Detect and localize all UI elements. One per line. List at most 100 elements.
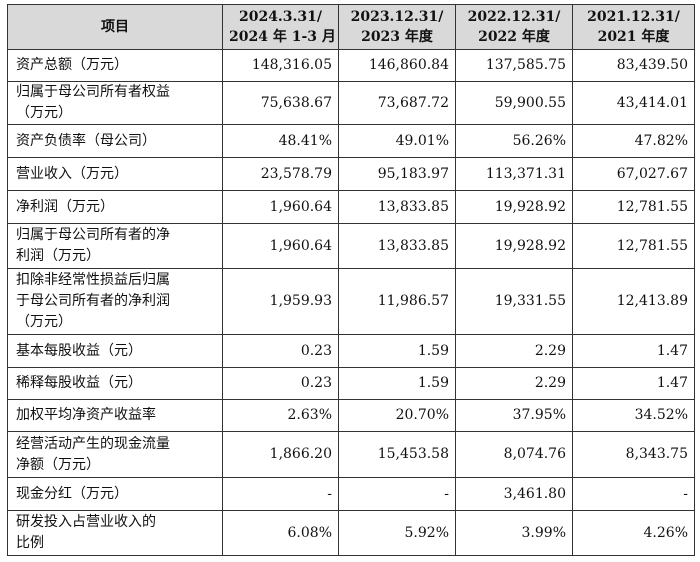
value-cell: 67,027.67 xyxy=(572,157,695,191)
value-cell: 11,986.57 xyxy=(338,268,456,335)
label-cell: 净利润（万元） xyxy=(7,190,223,224)
value-cell: 49.01% xyxy=(338,124,456,158)
cell-line: 2022 年度 xyxy=(478,29,550,45)
value-cell: 34.52% xyxy=(572,399,695,432)
value-cell: 19,928.92 xyxy=(455,223,573,269)
table-row: 资产总额（万元） 148,316.05 146,860.84 137,585.75 83… xyxy=(7,49,695,82)
header-cell: 2024.3.31/2024 年 1-3 月 xyxy=(222,4,339,50)
cell-line: 归属于母公司所有者的净 xyxy=(16,227,170,243)
header-cell: 项目 xyxy=(7,4,223,50)
cell-line: 2022.12.31/ xyxy=(467,9,561,25)
label-cell: 营业收入（万元） xyxy=(7,157,223,191)
value-cell: 6.08% xyxy=(222,510,339,556)
cell-line: 净利润（万元） xyxy=(16,198,114,215)
value-cell: 3,461.80 xyxy=(455,477,573,511)
label-cell: 扣除非经常性损益后归属 于母公司所有者的净利润 （万元） xyxy=(7,268,223,335)
value-cell: 56.26% xyxy=(455,124,573,158)
table-row: 归属于母公司所有者权益 （万元） 75,638.67 73,687.72 59,900.… xyxy=(7,81,695,125)
cell-line: 于母公司所有者的净利润 xyxy=(16,293,170,309)
table-row: 营业收入（万元） 23,578.79 95,183.97 113,371.31 67,0… xyxy=(7,157,695,191)
value-cell: 1.59 xyxy=(338,367,456,400)
value-cell: 75,638.67 xyxy=(222,81,339,125)
table-row: 现金分红（万元） - -3,461.80- xyxy=(7,477,695,511)
value-cell: 12,781.55 xyxy=(572,223,695,269)
value-cell: 20.70% xyxy=(338,399,456,432)
cell-line: （万元） xyxy=(16,314,72,330)
table-row: 净利润（万元） 1,960.64 13,833.85 19,928.92 12,781.… xyxy=(7,190,695,224)
cell-line: 扣除非经常性损益后归属 xyxy=(16,272,170,288)
header-cell: 2023.12.31/2023 年度 xyxy=(338,4,456,50)
label-cell: 归属于母公司所有者权益 （万元） xyxy=(7,81,223,125)
header-cell: 2021.12.31/2021 年度 xyxy=(572,4,695,50)
value-cell: 47.82% xyxy=(572,124,695,158)
table-body: 资产总额（万元） 148,316.05 146,860.84 137,585.75 83… xyxy=(7,49,695,556)
value-cell: 19,928.92 xyxy=(455,190,573,224)
value-cell: 5.92% xyxy=(338,510,456,556)
table-row: 归属于母公司所有者的净 利润（万元） 1,960.64 13,833.85 19,928… xyxy=(7,223,695,269)
value-cell: 19,331.55 xyxy=(455,268,573,335)
value-cell: 1.47 xyxy=(572,334,695,368)
cell-line: 资产总额（万元） xyxy=(16,57,128,73)
label-cell: 现金分红（万元） xyxy=(7,477,223,511)
value-cell: 0.23 xyxy=(222,334,339,368)
value-cell: 146,860.84 xyxy=(338,49,456,82)
cell-line: 归属于母公司所有者权益 xyxy=(16,84,170,100)
value-cell: 1,960.64 xyxy=(222,223,339,269)
cell-line: （万元） xyxy=(16,105,72,121)
label-cell: 资产总额（万元） xyxy=(7,49,223,82)
cell-line: 营业收入（万元） xyxy=(16,165,128,182)
table-row: 研发投入占营业收入的 比例 6.08% 5.92% 3.99% 4.26% xyxy=(7,510,695,556)
table-row: 基本每股收益（元） 0.23 1.59 2.29 1.47 xyxy=(7,334,695,368)
table-row: 稀释每股收益（元） 0.23 1.59 2.29 1.47 xyxy=(7,367,695,400)
label-cell: 加权平均净资产收益率 xyxy=(7,399,223,432)
cell-line: 加权平均净资产收益率 xyxy=(16,407,156,423)
label-cell: 稀释每股收益（元） xyxy=(7,367,223,400)
value-cell: 1.47 xyxy=(572,367,695,400)
cell-line: 2021.12.31/ xyxy=(587,9,680,25)
cell-line: 2023.12.31/ xyxy=(350,9,444,25)
table-row: 资产负债率（母公司） 48.41% 49.01% 56.26% 47.82% xyxy=(7,124,695,158)
cell-line: 净额（万元） xyxy=(16,456,100,473)
label-cell: 经营活动产生的现金流量 净额（万元） xyxy=(7,431,223,478)
value-cell: 3.99% xyxy=(455,510,573,556)
label-cell: 基本每股收益（元） xyxy=(7,334,223,368)
value-cell: 43,414.01 xyxy=(572,81,695,125)
value-cell: 2.29 xyxy=(455,334,573,368)
value-cell: 59,900.55 xyxy=(455,81,573,125)
value-cell: 48.41% xyxy=(222,124,339,158)
value-cell: 113,371.31 xyxy=(455,157,573,191)
value-cell: 1,866.20 xyxy=(222,431,339,478)
value-cell: 8,343.75 xyxy=(572,431,695,478)
value-cell: 12,781.55 xyxy=(572,190,695,224)
cell-line: 2023 年度 xyxy=(361,29,433,45)
data-table: 项目 2024.3.31/2024 年 1-3 月 2023.12.31/2023 … xyxy=(7,4,695,556)
cell-line: 利润（万元） xyxy=(16,248,100,264)
value-cell: 137,585.75 xyxy=(455,49,573,82)
value-cell: 2.29 xyxy=(455,367,573,400)
label-cell: 归属于母公司所有者的净 利润（万元） xyxy=(7,223,223,269)
value-cell: 12,413.89 xyxy=(572,268,695,335)
cell-line: 稀释每股收益（元） xyxy=(16,375,142,391)
value-cell: 15,453.58 xyxy=(338,431,456,478)
cell-line: 经营活动产生的现金流量 xyxy=(16,435,170,452)
cell-line: 比例 xyxy=(16,535,44,551)
cell-line: 2024 年 1-3 月 xyxy=(229,29,336,45)
value-cell: 95,183.97 xyxy=(338,157,456,191)
value-cell: 73,687.72 xyxy=(338,81,456,125)
header-cell: 2022.12.31/2022 年度 xyxy=(455,4,573,50)
header-row: 项目 2024.3.31/2024 年 1-3 月 2023.12.31/2023 … xyxy=(7,4,695,50)
label-cell: 研发投入占营业收入的 比例 xyxy=(7,510,223,556)
value-cell: 8,074.76 xyxy=(455,431,573,478)
value-cell: 0.23 xyxy=(222,367,339,400)
table-row: 扣除非经常性损益后归属 于母公司所有者的净利润 （万元） 1,959.93 11,986… xyxy=(7,268,695,335)
value-cell: 83,439.50 xyxy=(572,49,695,82)
value-cell: 148,316.05 xyxy=(222,49,339,82)
value-cell: 4.26% xyxy=(572,510,695,556)
cell-line: 现金分红（万元） xyxy=(16,485,128,502)
value-cell: 1,959.93 xyxy=(222,268,339,335)
cell-line: 2021 年度 xyxy=(597,29,670,45)
cell-line: 研发投入占营业收入的 xyxy=(16,514,156,530)
value-cell: 37.95% xyxy=(455,399,573,432)
label-cell: 资产负债率（母公司） xyxy=(7,124,223,158)
cell-line: 2024.3.31/ xyxy=(238,9,323,25)
